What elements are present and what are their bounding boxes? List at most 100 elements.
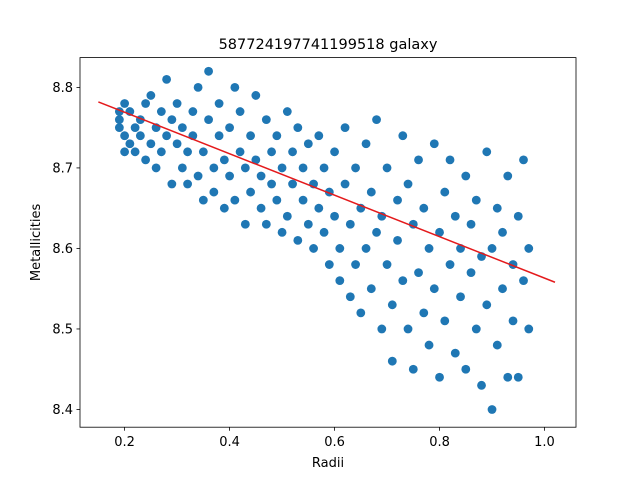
data-point [498,227,507,237]
data-point [340,123,350,133]
data-point [240,163,250,173]
data-point [393,235,402,245]
data-point [403,324,413,334]
data-point [188,107,198,116]
chart-title: 587724197741199518 galaxy [219,37,438,53]
data-point [471,195,481,205]
data-point [214,99,224,108]
data-point [183,179,193,189]
data-point [450,348,460,358]
data-point [214,131,224,141]
data-point [424,244,434,253]
x-tick-label: 0.6 [324,435,345,450]
data-point [135,131,145,141]
plot-area-frame [79,57,577,428]
data-point [277,163,287,173]
data-point [272,131,282,141]
data-point [151,163,161,173]
data-point [503,171,513,181]
data-point [293,123,303,133]
data-point [466,268,476,277]
data-point [440,316,450,326]
data-point [513,211,523,221]
data-point [519,276,528,286]
data-point [288,147,297,157]
x-tick-label: 0.2 [114,435,135,450]
data-point [183,147,193,157]
data-point [198,147,208,157]
x-axis-ticks: 0.2 0.4 0.6 0.8 1.0 [114,427,555,450]
data-point [435,372,444,382]
data-point [267,179,276,189]
data-point [246,187,255,197]
data-point [393,195,402,205]
data-point [319,163,329,173]
data-point [303,219,313,229]
data-point [330,211,339,221]
data-point [366,187,376,197]
x-axis-label: Radii [312,456,344,471]
y-tick-label: 8.7 [52,161,73,176]
data-point [156,147,166,157]
data-point [141,99,151,108]
data-point [361,244,371,253]
data-point [156,107,166,116]
data-point [387,356,397,366]
data-point [235,147,245,157]
y-axis-ticks: 8.4 8.5 8.6 8.7 8.8 [52,81,80,418]
x-tick-label: 0.8 [429,435,450,450]
data-point [382,163,392,173]
y-tick-label: 8.8 [52,81,73,96]
data-point [303,139,313,149]
data-point [288,179,297,189]
data-point [230,82,240,92]
data-point [251,91,261,100]
data-point [162,74,172,84]
data-point [324,260,334,269]
data-point [193,171,203,181]
data-point [298,163,308,173]
data-point [225,171,234,181]
data-point [519,155,528,165]
data-point [482,147,492,157]
data-point [240,219,250,229]
data-point [319,227,329,237]
data-point [477,380,486,390]
data-point [172,139,182,149]
data-point [424,340,434,350]
data-point [492,340,502,350]
data-point [482,300,492,310]
data-point [219,155,229,165]
data-point [235,107,245,116]
data-point [492,203,502,213]
data-point [513,372,523,382]
data-point [298,195,308,205]
data-point [146,139,156,149]
data-point [398,131,408,141]
data-point [314,203,324,213]
data-point [141,155,151,165]
scatter-points [114,66,534,414]
data-point [345,292,355,302]
data-point [177,163,187,173]
data-point [167,179,177,189]
data-point [524,324,534,334]
data-point [193,82,203,92]
data-point [471,324,481,334]
data-point [198,195,208,205]
data-point [387,300,397,310]
data-point [293,235,303,245]
data-point [335,244,345,253]
data-point [251,155,261,165]
data-point [282,107,292,116]
data-point [120,147,130,157]
data-point [261,115,271,124]
data-point [256,203,266,213]
data-point [330,147,339,157]
data-point [356,308,366,318]
data-point [508,316,518,326]
data-point [382,260,392,269]
x-tick-label: 1.0 [534,435,555,450]
y-tick-label: 8.4 [52,403,73,418]
